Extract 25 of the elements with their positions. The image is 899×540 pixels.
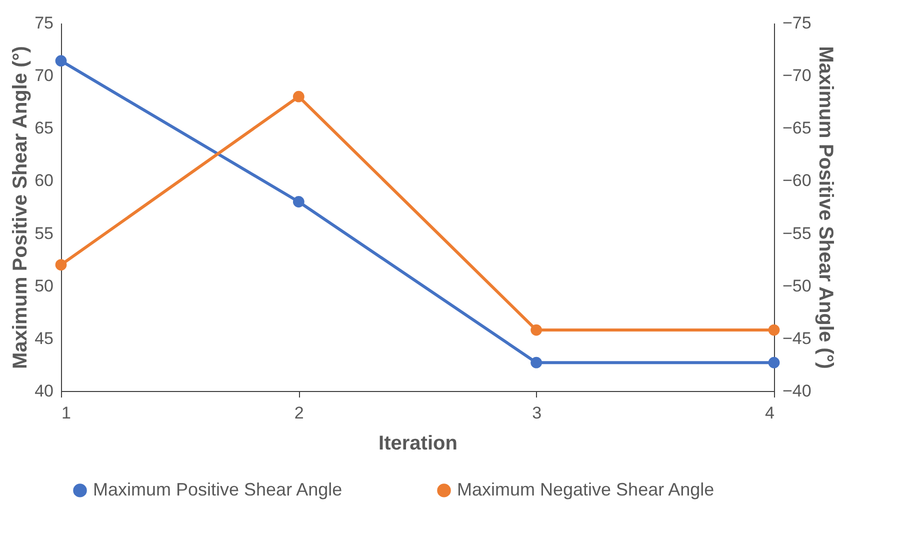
y-tick-label: 55: [34, 224, 54, 243]
x-tick-label: 1: [62, 404, 71, 422]
legend-label: Maximum Positive Shear Angle: [93, 479, 342, 500]
y2-tick-label: −70: [782, 66, 812, 86]
y2-tick-label: −50: [782, 276, 812, 296]
y2-tick-label: −65: [782, 118, 812, 138]
y-tick-label: 75: [34, 14, 54, 32]
x-axis-title: Iteration: [378, 432, 458, 454]
y2-tick-label: −45: [782, 328, 812, 348]
x-tick-label: 3: [532, 404, 542, 422]
y-tick-label: 50: [34, 276, 54, 296]
y2-tick-label: −40: [782, 382, 812, 400]
y-tick-label: 40: [34, 382, 54, 400]
x-tick-label: 4: [765, 404, 774, 422]
y2-axis-title: Maximum Positive Shear Angle (°): [814, 46, 836, 369]
y-tick-label: 65: [34, 118, 54, 138]
y-tick-label: 45: [34, 328, 54, 348]
y-tick-label: 70: [34, 66, 54, 86]
y2-tick-label: −55: [782, 224, 812, 243]
x-tick-label: 2: [294, 404, 304, 422]
y-tick-label: 60: [34, 171, 54, 190]
legend-label: Maximum Negative Shear Angle: [457, 479, 714, 500]
y2-tick-label: −75: [782, 14, 812, 32]
y-axis-title: Maximum Positive Shear Angle (°): [10, 46, 32, 369]
y2-tick-label: −60: [782, 171, 812, 190]
